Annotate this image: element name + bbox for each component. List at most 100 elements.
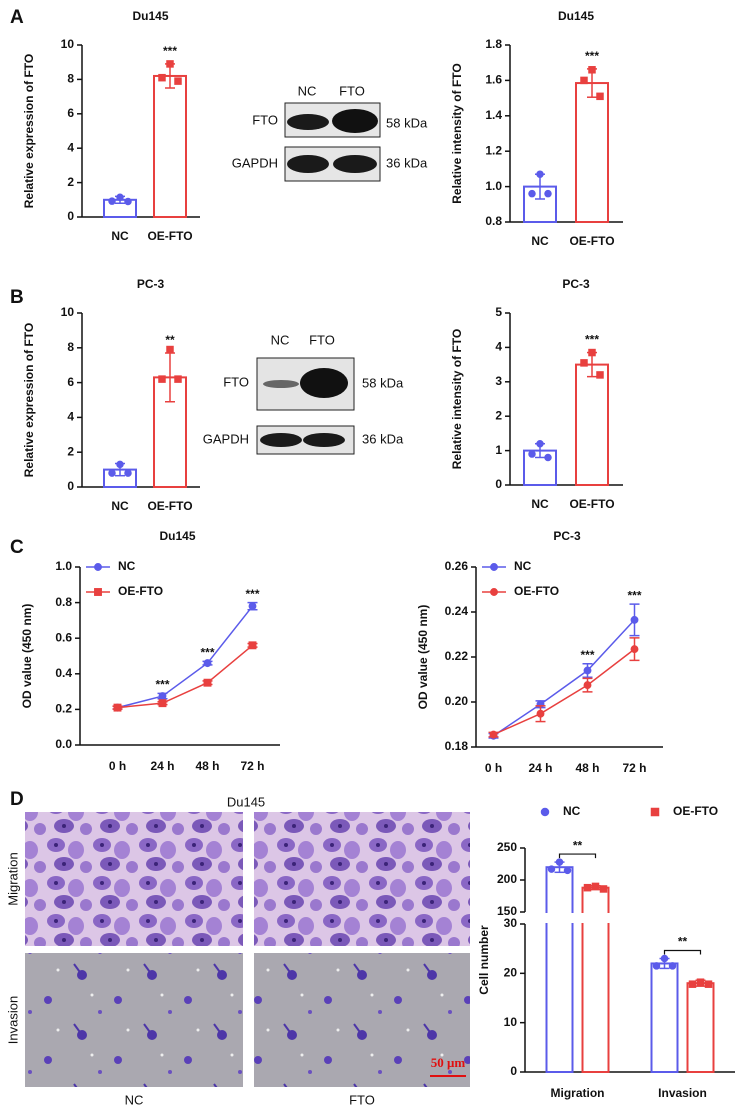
chart-title: PC-3 (553, 529, 581, 543)
data-point (652, 962, 661, 970)
significance: *** (245, 587, 259, 601)
y-tick-label: 8 (67, 340, 74, 354)
data-point (544, 189, 552, 198)
lane-label: NC (298, 83, 317, 98)
y-tick-label: 0.8 (55, 595, 72, 609)
data-point (668, 962, 677, 970)
significance: *** (200, 646, 214, 660)
x-tick-label: 24 h (528, 761, 552, 775)
data-point (591, 882, 600, 891)
lane-label: FTO (309, 332, 335, 347)
size-label: 58 kDa (362, 375, 404, 390)
data-point (94, 588, 102, 596)
panel-label: D (10, 789, 24, 810)
y-tick-label: 0.4 (55, 666, 72, 680)
data-point (580, 76, 588, 85)
data-point (563, 866, 572, 875)
data-point (688, 980, 697, 988)
x-tick-label: 48 h (195, 759, 219, 773)
y-axis-label: Relative expression of FTO (22, 323, 36, 478)
significance: *** (163, 44, 177, 58)
y-axis-label: OD value (450 nm) (416, 605, 430, 710)
size-label: 36 kDa (386, 155, 428, 170)
data-point (588, 66, 596, 74)
x-tick-label: NC (531, 234, 549, 248)
data-point (528, 189, 536, 198)
row-label: Migration (5, 852, 20, 905)
y-tick-label: 10 (504, 1015, 518, 1029)
y-tick-label: 8 (67, 72, 74, 86)
significance: *** (155, 678, 169, 692)
blot-band (263, 380, 299, 388)
data-point (108, 469, 116, 477)
data-point (540, 807, 550, 817)
x-tick-label: NC (111, 499, 129, 513)
y-tick-label: 3 (495, 374, 502, 388)
y-axis-label: OD value (450 nm) (20, 604, 34, 709)
blot-band (303, 433, 345, 447)
y-tick-label: 0.20 (445, 694, 469, 708)
data-point (583, 666, 592, 675)
x-tick-label: 48 h (575, 761, 599, 775)
y-tick-label: 0.24 (445, 604, 469, 618)
column-label: FTO (349, 1092, 375, 1107)
panel-label: A (10, 7, 24, 28)
row-label: FTO (252, 112, 278, 127)
data-point (536, 439, 544, 448)
x-tick-label: 72 h (622, 761, 646, 775)
x-tick-label: Migration (551, 1086, 605, 1100)
bar (545, 866, 574, 1074)
y-tick-label: 1.6 (485, 73, 502, 87)
row-label: Invasion (5, 996, 20, 1044)
bar (575, 363, 609, 487)
blot-band (333, 155, 377, 173)
y-tick-label: 0 (510, 1064, 517, 1078)
data-point (124, 469, 132, 477)
y-tick-label: 0.26 (445, 559, 469, 573)
lane-label: NC (271, 332, 290, 347)
legend-label: NC (118, 559, 136, 573)
data-point (544, 453, 552, 462)
data-point (490, 563, 498, 571)
bar (650, 962, 679, 1074)
data-point (248, 602, 257, 611)
panel-label: C (10, 537, 24, 558)
significance: *** (585, 49, 599, 63)
lane-label: FTO (339, 83, 365, 98)
y-tick-label: 6 (67, 106, 74, 120)
blot-band (260, 433, 302, 447)
y-tick-label: 4 (495, 340, 502, 354)
y-tick-label: 1.2 (485, 143, 502, 157)
line (493, 648, 635, 736)
data-point (536, 170, 544, 178)
significance: *** (585, 333, 599, 347)
bar (575, 82, 609, 224)
data-point (596, 371, 604, 379)
panel-label: B (10, 287, 24, 308)
data-point (489, 730, 498, 739)
data-point (108, 197, 116, 205)
y-tick-label: 0.8 (485, 214, 502, 228)
data-point (166, 60, 174, 68)
western-blot: NC FTO FTO GAPDH 58 kDa 36 kDa (232, 83, 428, 182)
legend-label: NC (514, 559, 532, 573)
y-tick-label: 0.6 (55, 630, 72, 644)
x-tick-label: NC (531, 497, 549, 511)
chart-title: PC-3 (562, 277, 590, 291)
significance: ** (573, 838, 583, 852)
y-axis-label: Relative intensity of FTO (450, 329, 464, 469)
y-tick-label: 1.4 (485, 108, 502, 122)
data-point (528, 450, 536, 458)
y-tick-label: 0 (67, 479, 74, 493)
data-point (660, 954, 669, 963)
size-label: 58 kDa (386, 115, 428, 130)
micrograph (254, 953, 470, 1087)
data-point (158, 375, 166, 383)
blot-band (287, 155, 329, 173)
data-point (203, 678, 212, 687)
y-tick-label: 0 (67, 209, 74, 223)
micrograph-title: Du145 (227, 794, 265, 809)
y-tick-label: 6 (67, 375, 74, 389)
y-tick-label: 30 (504, 916, 518, 930)
